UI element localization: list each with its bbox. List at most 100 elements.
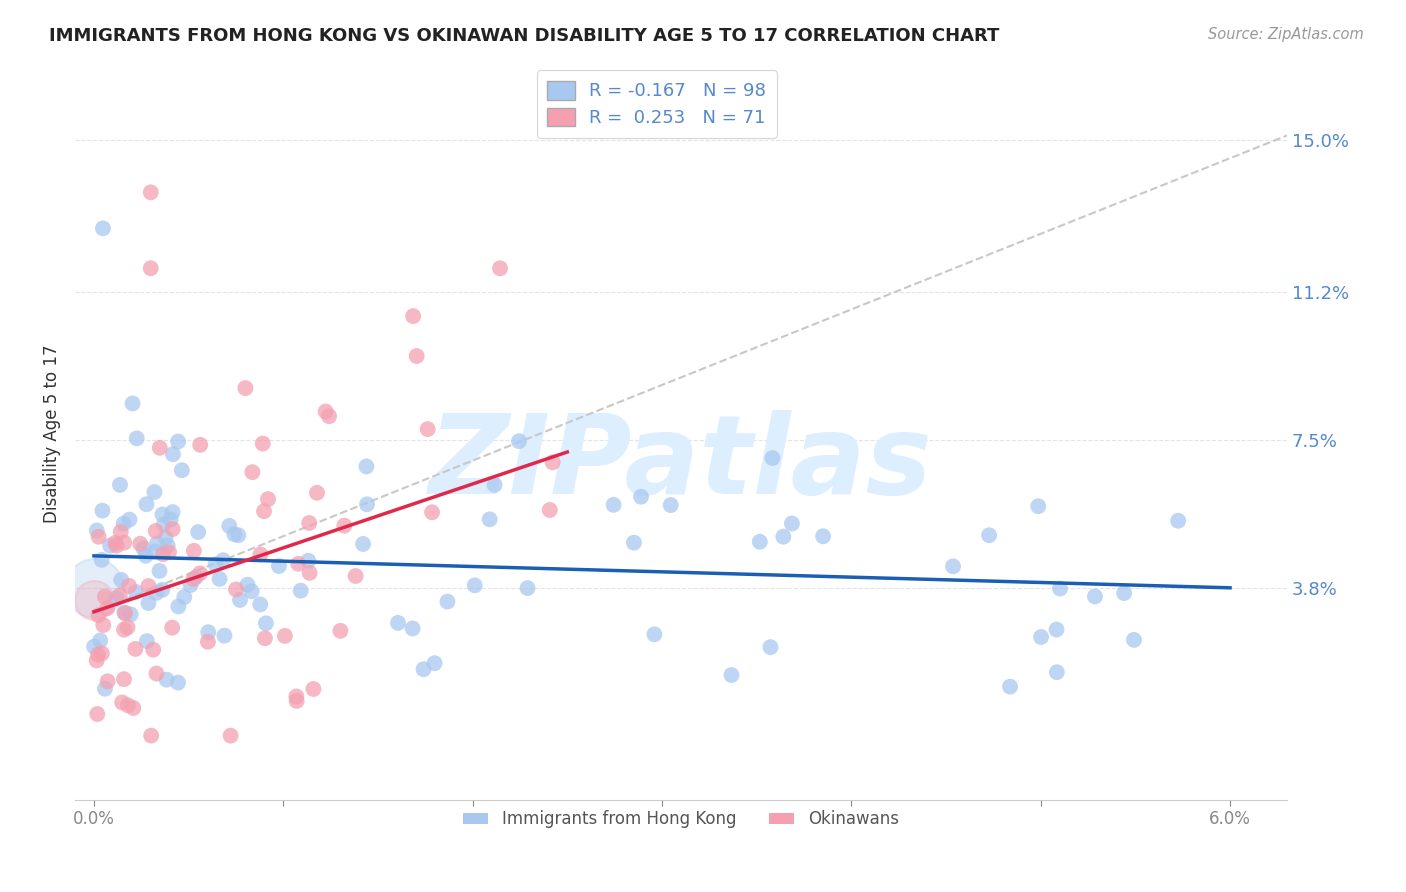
Point	[541, 455, 564, 469]
Point	[96, 601, 118, 615]
Point	[89, 633, 111, 648]
Point	[114, 606, 136, 620]
Point	[162, 522, 184, 536]
Point	[155, 673, 177, 687]
Point	[623, 535, 645, 549]
Point	[811, 529, 834, 543]
Point	[86, 706, 108, 721]
Point	[226, 528, 249, 542]
Point	[352, 537, 374, 551]
Point	[104, 536, 127, 550]
Point	[254, 616, 277, 631]
Point	[91, 503, 114, 517]
Point	[160, 621, 183, 635]
Point	[1029, 630, 1052, 644]
Point	[225, 582, 247, 597]
Point	[167, 599, 190, 614]
Point	[412, 662, 434, 676]
Point	[298, 516, 321, 530]
Point	[157, 545, 180, 559]
Point	[86, 653, 108, 667]
Point	[252, 436, 274, 450]
Point	[173, 590, 195, 604]
Point	[538, 503, 561, 517]
Point	[1026, 500, 1049, 514]
Point	[249, 598, 271, 612]
Point	[197, 625, 219, 640]
Point	[83, 592, 105, 607]
Point	[90, 553, 112, 567]
Point	[141, 729, 163, 743]
Point	[91, 618, 114, 632]
Point	[97, 674, 120, 689]
Point	[183, 544, 205, 558]
Point	[630, 490, 652, 504]
Point	[135, 497, 157, 511]
Point	[1112, 586, 1135, 600]
Point	[516, 581, 538, 595]
Point	[761, 451, 783, 466]
Point	[508, 434, 530, 449]
Point	[643, 627, 665, 641]
Point	[236, 577, 259, 591]
Point	[484, 478, 506, 492]
Point	[145, 666, 167, 681]
Point	[94, 590, 117, 604]
Point	[129, 537, 152, 551]
Point	[224, 527, 246, 541]
Point	[143, 485, 166, 500]
Point	[111, 696, 134, 710]
Point	[188, 566, 211, 581]
Point	[124, 641, 146, 656]
Point	[197, 634, 219, 648]
Legend: Immigrants from Hong Kong, Okinawans: Immigrants from Hong Kong, Okinawans	[457, 804, 905, 835]
Point	[420, 505, 443, 519]
Point	[998, 680, 1021, 694]
Point	[112, 606, 135, 620]
Point	[142, 642, 165, 657]
Point	[436, 594, 458, 608]
Point	[315, 404, 337, 418]
Point	[285, 690, 308, 704]
Point	[167, 434, 190, 449]
Point	[285, 694, 308, 708]
Point	[145, 524, 167, 538]
Point	[1167, 514, 1189, 528]
Point	[150, 582, 173, 597]
Point	[464, 578, 486, 592]
Point	[112, 516, 135, 531]
Point	[87, 530, 110, 544]
Point	[772, 530, 794, 544]
Point	[138, 579, 160, 593]
Point	[1045, 623, 1067, 637]
Point	[105, 591, 128, 606]
Point	[135, 549, 157, 563]
Point	[748, 534, 770, 549]
Point	[602, 498, 624, 512]
Point	[135, 634, 157, 648]
Point	[149, 441, 172, 455]
Point	[302, 681, 325, 696]
Point	[112, 535, 135, 549]
Point	[138, 596, 160, 610]
Point	[125, 585, 148, 599]
Point	[720, 668, 742, 682]
Point	[132, 541, 155, 556]
Point	[214, 629, 236, 643]
Point	[112, 672, 135, 686]
Point	[139, 261, 162, 276]
Point	[405, 349, 427, 363]
Point	[180, 578, 202, 592]
Point	[249, 548, 271, 562]
Point	[110, 524, 132, 539]
Point	[159, 512, 181, 526]
Point	[402, 309, 425, 323]
Point	[152, 517, 174, 532]
Point	[117, 698, 139, 713]
Point	[143, 544, 166, 558]
Point	[121, 396, 143, 410]
Point	[401, 622, 423, 636]
Text: IMMIGRANTS FROM HONG KONG VS OKINAWAN DISABILITY AGE 5 TO 17 CORRELATION CHART: IMMIGRANTS FROM HONG KONG VS OKINAWAN DI…	[49, 27, 1000, 45]
Point	[152, 508, 174, 522]
Text: Source: ZipAtlas.com: Source: ZipAtlas.com	[1208, 27, 1364, 42]
